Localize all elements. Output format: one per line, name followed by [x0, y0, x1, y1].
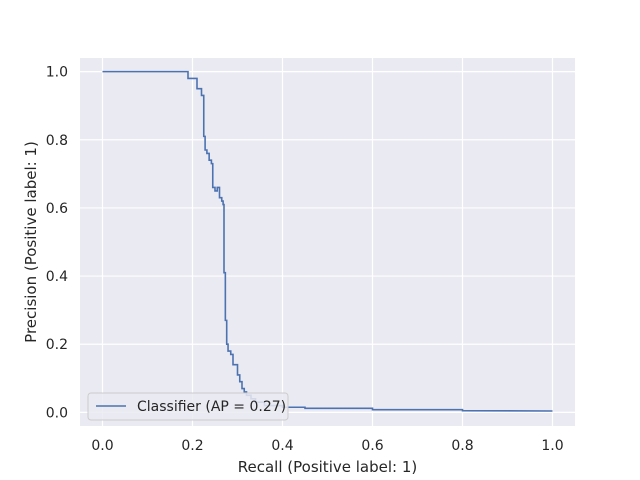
- x-tick-label: 0.2: [181, 438, 203, 454]
- x-tick-label: 0.0: [91, 438, 113, 454]
- x-tick-label: 1.0: [541, 438, 563, 454]
- y-axis-ticks: 0.0 0.2 0.4 0.6 0.8 1.0: [46, 65, 68, 422]
- x-tick-label: 0.8: [451, 438, 473, 454]
- y-tick-label: 0.0: [46, 405, 68, 421]
- y-tick-label: 0.2: [46, 337, 68, 353]
- y-tick-label: 0.4: [46, 269, 68, 285]
- x-axis-ticks: 0.0 0.2 0.4 0.6 0.8 1.0: [91, 438, 563, 454]
- x-tick-label: 0.4: [271, 438, 293, 454]
- x-axis-label: Recall (Positive label: 1): [238, 458, 417, 476]
- legend-label: Classifier (AP = 0.27): [137, 399, 286, 415]
- y-axis-label: Precision (Positive label: 1): [22, 141, 40, 343]
- y-tick-label: 0.6: [46, 201, 68, 217]
- y-tick-label: 1.0: [46, 65, 68, 81]
- y-tick-label: 0.8: [46, 133, 68, 149]
- legend: Classifier (AP = 0.27): [87, 392, 289, 421]
- x-tick-label: 0.6: [361, 438, 383, 454]
- legend-box: [87, 392, 289, 421]
- plot-area: [80, 58, 575, 426]
